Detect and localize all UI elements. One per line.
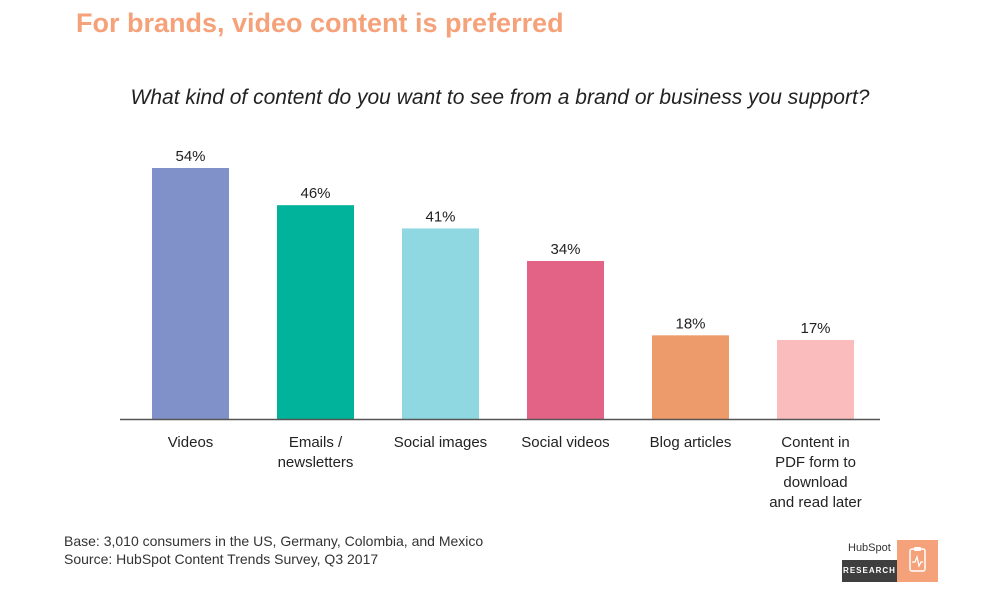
bar-1 bbox=[277, 205, 354, 419]
category-label-5: Content in PDF form to download and read la… bbox=[769, 434, 862, 511]
category-label-line: newsletters bbox=[278, 454, 354, 471]
category-label-line: Blog articles bbox=[650, 434, 732, 451]
logo-brand-text: HubSpot bbox=[848, 542, 891, 554]
logo-tag: RESEARCH bbox=[842, 560, 897, 582]
value-label-5: 17% bbox=[800, 320, 830, 337]
category-label-2: Social images bbox=[394, 434, 487, 451]
footnotes: Base: 3,010 consumers in the US, Germany… bbox=[64, 532, 483, 568]
category-label-line: Social images bbox=[394, 434, 487, 451]
category-label-line: Videos bbox=[168, 434, 214, 451]
value-label-3: 34% bbox=[550, 241, 580, 258]
headline: For brands, video content is preferred bbox=[76, 8, 564, 38]
value-label-1: 46% bbox=[300, 185, 330, 202]
category-label-4: Blog articles bbox=[650, 434, 732, 451]
bar-0 bbox=[152, 168, 229, 419]
base-note: Base: 3,010 consumers in the US, Germany… bbox=[64, 533, 484, 549]
value-label-2: 41% bbox=[425, 208, 455, 225]
hubspot-research-logo: HubSpot RESEARCH bbox=[842, 540, 938, 582]
bar-2 bbox=[402, 228, 479, 419]
value-label-0: 54% bbox=[175, 148, 205, 165]
chart-title: What kind of content do you want to see … bbox=[130, 86, 870, 109]
category-label-line: PDF form to bbox=[775, 454, 856, 471]
category-label-line: Emails / bbox=[289, 434, 343, 451]
category-label-0: Videos bbox=[168, 434, 214, 451]
bar-3 bbox=[527, 260, 604, 419]
clipboard-icon bbox=[897, 540, 938, 582]
category-label-line: and read later bbox=[769, 494, 862, 511]
category-label-line: download bbox=[783, 474, 847, 491]
category-label-1: Emails / newsletters bbox=[278, 434, 354, 471]
source-note: Source: HubSpot Content Trends Survey, Q… bbox=[64, 551, 379, 567]
category-label-line: Social videos bbox=[521, 434, 609, 451]
category-label-3: Social videos bbox=[521, 434, 609, 451]
bar-4 bbox=[652, 335, 729, 419]
category-label-line: Content in bbox=[781, 434, 849, 451]
bar-5 bbox=[777, 339, 854, 419]
value-label-4: 18% bbox=[675, 315, 705, 332]
